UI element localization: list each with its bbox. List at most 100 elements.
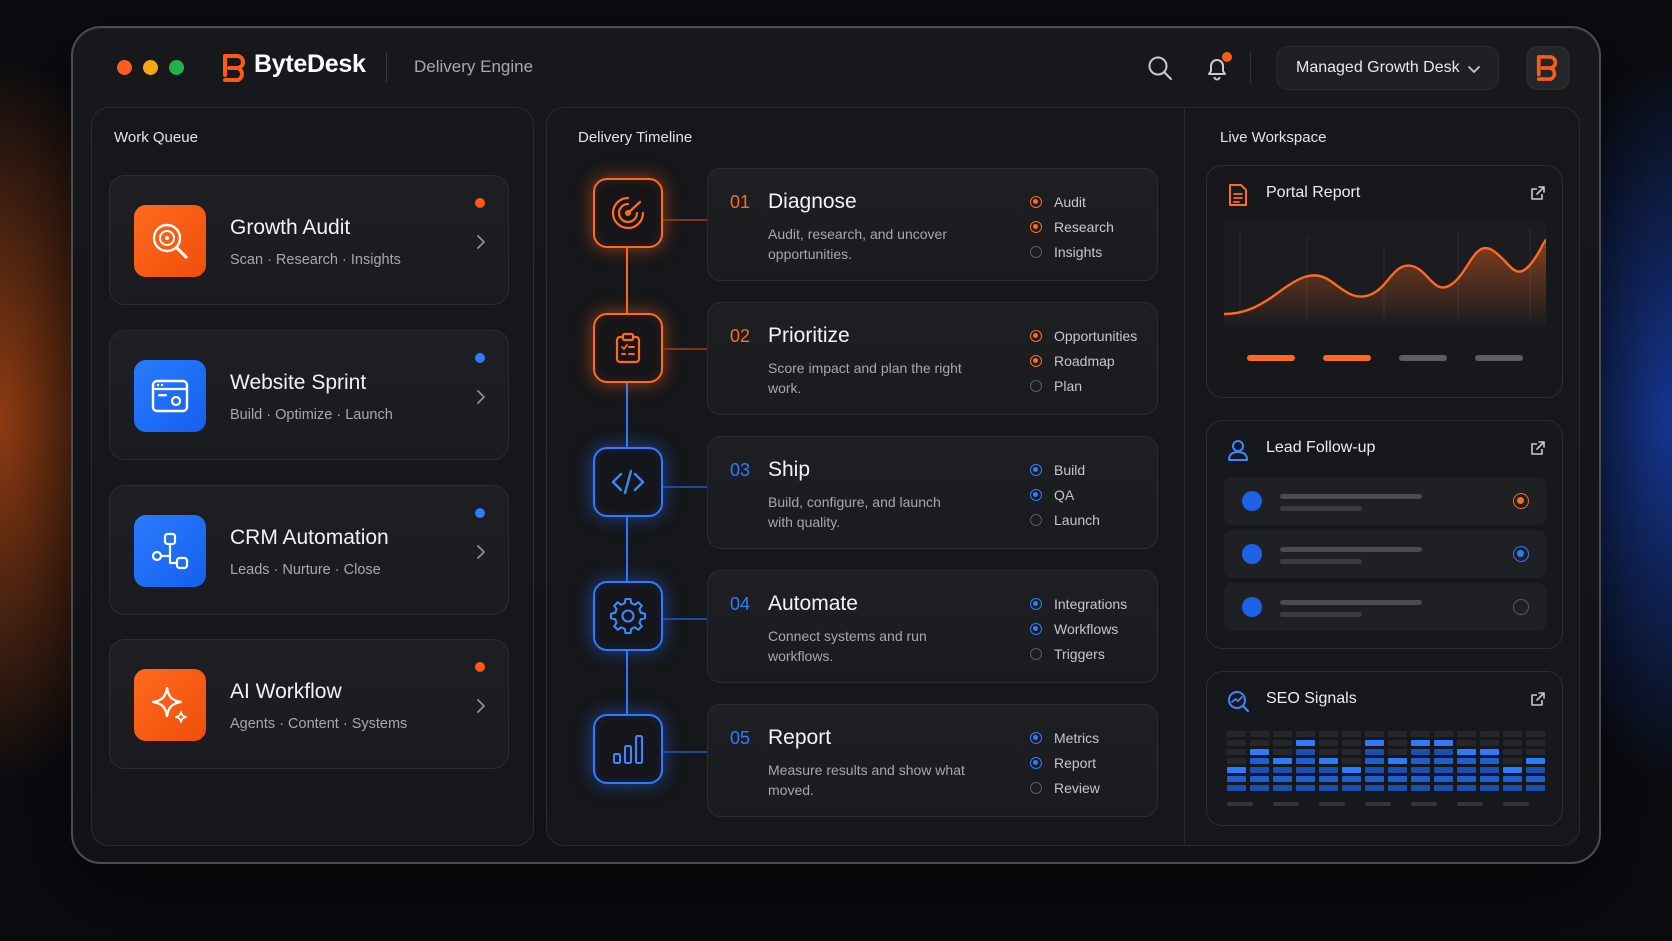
heatmap-cell xyxy=(1319,785,1338,791)
timeline-node-ship[interactable] xyxy=(593,447,663,517)
heatmap-cell xyxy=(1227,749,1246,755)
external-link-icon[interactable] xyxy=(1530,185,1546,201)
gear-icon xyxy=(609,597,647,635)
step-option[interactable]: Review xyxy=(1030,775,1100,800)
step-title: Diagnose xyxy=(768,190,857,213)
chevron-down-icon xyxy=(1468,66,1480,73)
timeline-step-report[interactable]: 05 Report Measure results and show what … xyxy=(707,704,1158,817)
workspace-selector[interactable]: Managed Growth Desk xyxy=(1276,46,1499,90)
timeline-connector xyxy=(663,348,707,350)
heatmap-cell xyxy=(1411,749,1430,755)
report-segment xyxy=(1475,355,1523,361)
step-option[interactable]: Roadmap xyxy=(1030,348,1137,373)
wq-item-title: CRM Automation xyxy=(230,526,389,549)
step-option[interactable]: Plan xyxy=(1030,373,1137,398)
heatmap-cell xyxy=(1480,758,1499,764)
radio-checked xyxy=(1030,329,1042,342)
product-name: Delivery Engine xyxy=(414,57,534,76)
lead-row[interactable] xyxy=(1224,477,1546,525)
step-title: Report xyxy=(768,726,832,749)
timeline-node-prioritize[interactable] xyxy=(593,313,663,383)
work-queue-item-growth-audit[interactable]: Growth Audit Scan · Research · Insights xyxy=(109,175,509,305)
external-link-icon[interactable] xyxy=(1530,440,1546,456)
lead-followup-card[interactable]: Lead Follow-up xyxy=(1206,420,1563,649)
step-option[interactable]: Triggers xyxy=(1030,641,1127,666)
option-label: Report xyxy=(1054,754,1097,771)
step-option[interactable]: Workflows xyxy=(1030,616,1127,641)
heatmap-cell xyxy=(1411,740,1430,746)
timeline-step-automate[interactable]: 04 Automate Connect systems and run work… xyxy=(707,570,1158,683)
heatmap-cell xyxy=(1388,758,1407,764)
heatmap-cell xyxy=(1342,776,1361,782)
wq-item-subtitle: Build · Optimize · Launch xyxy=(230,407,393,423)
bell-icon[interactable] xyxy=(1203,54,1231,82)
step-option[interactable]: Integrations xyxy=(1030,591,1127,616)
heatmap-cell xyxy=(1296,758,1315,764)
step-option[interactable]: Launch xyxy=(1030,507,1100,532)
wq-icon-tile xyxy=(134,205,206,277)
heatmap-cell xyxy=(1526,740,1545,746)
portal-report-card[interactable]: Portal Report xyxy=(1206,165,1563,398)
heatmap-cell xyxy=(1457,731,1476,737)
heatmap-cell xyxy=(1250,749,1269,755)
step-description: Audit, research, and uncover opportuniti… xyxy=(768,226,947,262)
step-number: 01 xyxy=(730,192,751,212)
external-link-icon[interactable] xyxy=(1530,691,1546,707)
delivery-timeline-title: Delivery Timeline xyxy=(578,129,693,146)
heatmap-cell xyxy=(1388,785,1407,791)
step-option[interactable]: Audit xyxy=(1030,189,1114,214)
heatmap-cell xyxy=(1457,785,1476,791)
heatmap-axis-mark xyxy=(1273,802,1299,806)
step-option[interactable]: Research xyxy=(1030,214,1114,239)
timeline-step-ship[interactable]: 03 Ship Build, configure, and launch wit… xyxy=(707,436,1158,549)
window-close-dot[interactable] xyxy=(117,60,132,75)
heatmap-cell xyxy=(1296,740,1315,746)
title-divider xyxy=(386,52,387,82)
timeline-step-diagnose[interactable]: 01 Diagnose Audit, research, and uncover… xyxy=(707,168,1158,281)
radio-unchecked[interactable] xyxy=(1513,599,1529,615)
step-option[interactable]: Report xyxy=(1030,750,1100,775)
step-option[interactable]: Insights xyxy=(1030,239,1114,264)
heatmap-cell xyxy=(1319,731,1338,737)
browser-window-icon xyxy=(151,379,189,413)
heatmap-cell xyxy=(1388,767,1407,773)
seo-signals-card[interactable]: SEO Signals xyxy=(1206,671,1563,826)
heatmap-cell xyxy=(1365,749,1384,755)
lead-row[interactable] xyxy=(1224,530,1546,578)
lead-row[interactable] xyxy=(1224,583,1546,631)
heatmap-cell xyxy=(1434,785,1453,791)
step-title: Automate xyxy=(768,592,858,615)
window-minimize-dot[interactable] xyxy=(143,60,158,75)
heatmap-axis-mark xyxy=(1365,802,1391,806)
clipboard-list-icon xyxy=(615,332,641,364)
step-options: Audit Research Insights xyxy=(1030,189,1114,264)
radio-unchecked xyxy=(1030,379,1042,392)
radio-checked xyxy=(1030,463,1042,476)
work-queue-item-website-sprint[interactable]: Website Sprint Build · Optimize · Launch xyxy=(109,330,509,460)
heatmap-cell xyxy=(1434,758,1453,764)
account-button[interactable] xyxy=(1526,46,1570,90)
timeline-node-automate[interactable] xyxy=(593,581,663,651)
heatmap-cell xyxy=(1319,740,1338,746)
heatmap-cell xyxy=(1480,731,1499,737)
step-description: Build, configure, and launch with qualit… xyxy=(768,494,941,530)
heatmap-cell xyxy=(1273,776,1292,782)
heatmap-cell xyxy=(1342,731,1361,737)
work-queue-item-crm-automation[interactable]: CRM Automation Leads · Nurture · Close xyxy=(109,485,509,615)
step-description: Connect systems and run workflows. xyxy=(768,628,927,664)
step-option[interactable]: Metrics xyxy=(1030,725,1100,750)
radio-checked[interactable] xyxy=(1513,493,1529,509)
bytedesk-logo-icon xyxy=(1536,55,1558,81)
step-option[interactable]: Opportunities xyxy=(1030,323,1137,348)
search-icon[interactable] xyxy=(1146,54,1174,82)
work-queue-item-ai-workflow[interactable]: AI Workflow Agents · Content · Systems xyxy=(109,639,509,769)
step-title: Ship xyxy=(768,458,811,481)
timeline-node-report[interactable] xyxy=(593,714,663,784)
step-option[interactable]: Build xyxy=(1030,457,1100,482)
step-option[interactable]: QA xyxy=(1030,482,1100,507)
timeline-step-prioritize[interactable]: 02 Prioritize Score impact and plan the … xyxy=(707,302,1158,415)
radio-checked[interactable] xyxy=(1513,546,1529,562)
timeline-node-diagnose[interactable] xyxy=(593,178,663,248)
window-zoom-dot[interactable] xyxy=(169,60,184,75)
heatmap-cell xyxy=(1503,731,1522,737)
